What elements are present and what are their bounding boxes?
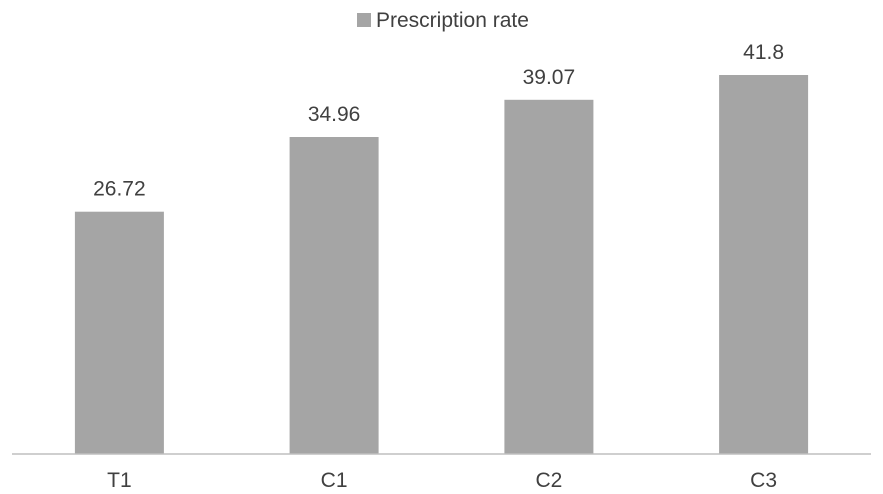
data-label-c3: 41.8 bbox=[743, 41, 784, 64]
x-tick-label-c3: C3 bbox=[750, 469, 777, 492]
x-tick-labels: T1 C1 C2 C3 bbox=[107, 469, 777, 492]
x-tick-label-t1: T1 bbox=[107, 469, 132, 492]
bar-c3 bbox=[719, 75, 808, 454]
data-label-c1: 34.96 bbox=[308, 103, 361, 126]
legend: Prescription rate bbox=[357, 9, 529, 32]
data-label-t1: 26.72 bbox=[93, 178, 146, 201]
x-tick-label-c2: C2 bbox=[535, 469, 562, 492]
bar-c1 bbox=[290, 137, 379, 454]
bar-t1 bbox=[75, 212, 164, 454]
data-labels: 26.72 34.96 39.07 41.8 bbox=[93, 41, 784, 201]
bars bbox=[75, 75, 808, 454]
legend-label: Prescription rate bbox=[376, 9, 529, 32]
x-tick-label-c1: C1 bbox=[321, 469, 348, 492]
legend-swatch bbox=[357, 13, 371, 27]
bar-c2 bbox=[504, 100, 593, 454]
data-label-c2: 39.07 bbox=[523, 66, 576, 89]
